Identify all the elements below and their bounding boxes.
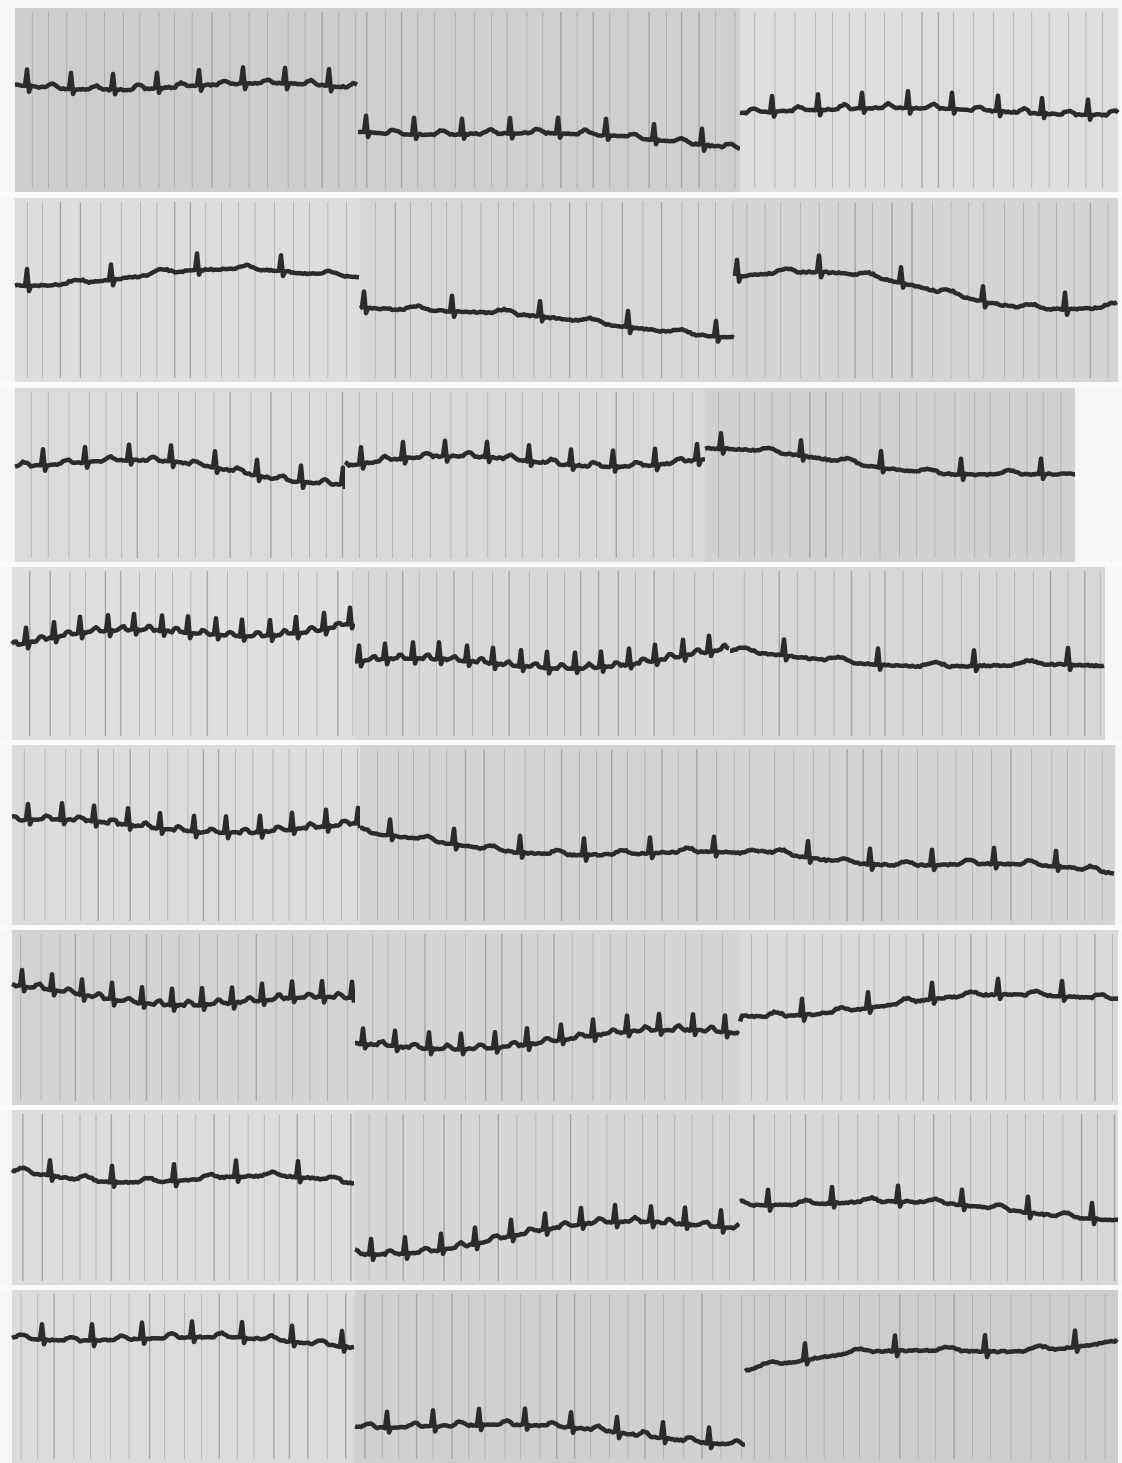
ecg-trace (354, 1202, 741, 1263)
strip (15, 198, 360, 382)
strip (740, 8, 1118, 192)
ecg-trace (729, 637, 1105, 674)
ecg-trace (11, 967, 357, 1013)
strip (12, 745, 360, 925)
strip (740, 1110, 1118, 1285)
strip (12, 1290, 355, 1463)
strip (355, 1110, 740, 1285)
ecg-row (0, 388, 1122, 567)
ecg-trace (14, 65, 359, 97)
ecg-trace (357, 113, 742, 153)
ecg-trace (14, 442, 348, 491)
row-gap (0, 740, 1122, 745)
ecg-trace (11, 800, 363, 841)
ecg-row (0, 198, 1122, 387)
ecg-trace (704, 430, 1076, 483)
ecg-trace (737, 976, 1119, 1023)
ecg-row (0, 930, 1122, 1110)
row-gap (0, 1105, 1122, 1110)
strip (360, 198, 735, 382)
ecg-trace (739, 88, 1120, 123)
ecg-trace (10, 605, 357, 651)
row-gap (0, 925, 1122, 930)
ecg-trace (354, 1011, 741, 1057)
strip (15, 388, 345, 562)
strip (745, 1290, 1118, 1463)
ecg-row (0, 8, 1122, 197)
ecg-trace (354, 633, 730, 676)
strip (12, 567, 355, 740)
ecg-trace (343, 438, 706, 474)
strip (705, 388, 1075, 562)
ecg-trace (759, 838, 1115, 876)
ecg-trace (359, 817, 762, 863)
strip (355, 1290, 745, 1463)
strip (358, 8, 740, 192)
row-gap (0, 192, 1122, 197)
ecg-trace (743, 1328, 1119, 1373)
ecg-trace (11, 1319, 355, 1354)
ecg-row (0, 567, 1122, 745)
strip (345, 388, 705, 562)
ecg-row (11, 1290, 1119, 1463)
ecg-trace (10, 1158, 355, 1189)
row-gap (0, 382, 1122, 387)
row-gap (0, 562, 1122, 567)
ecg-trace (732, 253, 1119, 318)
strip (730, 567, 1105, 740)
ecg-trace (358, 289, 735, 344)
strip (740, 930, 1118, 1105)
ecg-row (0, 745, 1122, 930)
ecg-trace (354, 1406, 746, 1451)
ecg-trace (738, 1183, 1119, 1227)
row-gap (0, 1285, 1122, 1290)
strip (12, 930, 355, 1105)
strip (355, 930, 740, 1105)
strip (15, 8, 358, 192)
ecg-row (0, 1110, 1122, 1290)
strip (12, 1110, 355, 1285)
ecg-trace (14, 251, 360, 294)
